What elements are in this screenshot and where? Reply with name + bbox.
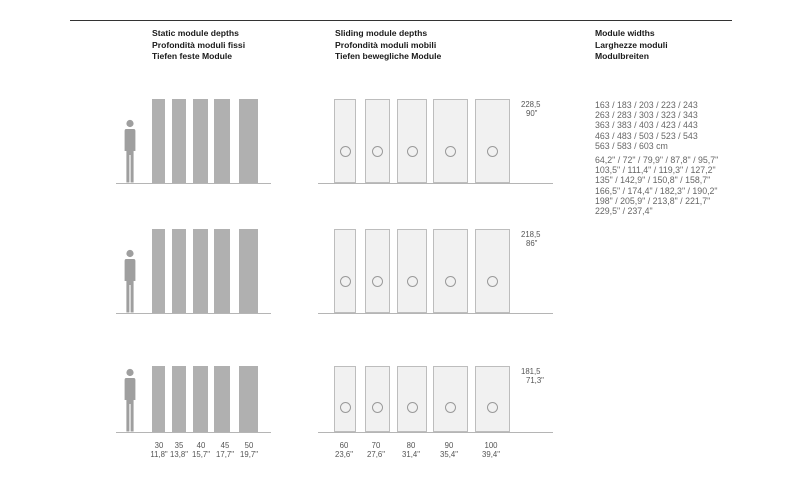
sliding-module-door: [334, 99, 356, 183]
widths-cm-line: 263 / 283 / 303 / 323 / 343: [595, 110, 698, 121]
sliding-module-door: [365, 229, 390, 313]
sliding-module-door: [397, 99, 427, 183]
static-module-panel: [193, 99, 208, 183]
sliding-depth-label: 60 23,6": [335, 441, 353, 459]
sliding-module-door: [397, 366, 427, 432]
door-handle-icon: [339, 145, 351, 157]
widths-cm-line: 463 / 483 / 503 / 523 / 543: [595, 130, 698, 141]
sliding-module-door: [475, 99, 510, 183]
widths-cm-line: 163 / 183 / 203 / 223 / 243: [595, 100, 698, 110]
static-module-panel: [152, 366, 165, 432]
widths-in-line: 166,5" / 174,4" / 182,3" / 190,2": [595, 185, 718, 196]
door-handle-icon: [406, 145, 418, 157]
sliding-module-door: [475, 366, 510, 432]
static-module-panel: [214, 366, 230, 432]
static-module-panel: [214, 99, 230, 183]
sliding-depth-label: 100 39,4": [482, 441, 500, 459]
sliding-depth-label: 70 27,6": [367, 441, 385, 459]
top-divider: [70, 20, 732, 21]
sliding-module-door: [433, 229, 468, 313]
sliding-heading-en: Sliding module depths: [335, 28, 428, 38]
sliding-module-door: [433, 366, 468, 432]
floor-line: [116, 432, 271, 433]
door-handle-icon: [339, 275, 351, 287]
height-label: 218,5 86": [521, 230, 541, 248]
door-handle-icon: [339, 401, 351, 413]
sliding-module-door: [397, 229, 427, 313]
sliding-module-door: [475, 229, 510, 313]
static-heading-en: Static module depths: [152, 28, 239, 38]
static-module-panel: [193, 366, 208, 432]
sliding-depth-label: 90 35,4": [440, 441, 458, 459]
static-module-panel: [172, 229, 186, 313]
height-label: 181,5 71,3": [521, 367, 544, 385]
floor-line: [318, 432, 553, 433]
widths-in-line: 198" / 205,9" / 213,8" / 221,7": [595, 195, 711, 206]
door-handle-icon: [372, 145, 383, 157]
static-module-panel: [239, 229, 258, 313]
door-handle-icon: [406, 401, 418, 413]
widths-heading-de: Modulbreiten: [595, 51, 649, 61]
sliding-module-door: [334, 366, 356, 432]
static-depth-label: 50 19,7": [240, 441, 258, 459]
floor-line: [116, 313, 271, 314]
door-handle-icon: [487, 401, 498, 413]
static-module-panel: [152, 99, 165, 183]
widths-in-line: 135" / 142,9" / 150,8" / 158,7": [595, 175, 711, 186]
person-silhouette-icon: [124, 119, 136, 183]
person-silhouette-icon: [124, 249, 136, 313]
sliding-heading-it: Profondità moduli mobili: [335, 39, 437, 50]
static-module-panel: [152, 229, 165, 313]
static-depth-label: 40 15,7": [192, 441, 210, 459]
door-handle-icon: [445, 401, 456, 413]
door-handle-icon: [487, 145, 498, 157]
widths-in-line: 64,2" / 72" / 79,9" / 87,8" / 95,7": [595, 155, 719, 166]
widths-list: 163 / 183 / 203 / 223 / 243 263 / 283 / …: [595, 100, 718, 216]
widths-heading-en: Module widths: [595, 28, 655, 38]
widths-in-line: 103,5" / 111,4" / 119,3" / 127,2": [595, 165, 716, 176]
widths-heading-it: Larghezze moduli: [595, 39, 668, 50]
widths-in-line: 229,5" / 237,4": [595, 206, 653, 217]
static-depth-label: 45 17,7": [216, 441, 234, 459]
widths-cm-line: 563 / 583 / 603 cm: [595, 140, 668, 151]
static-module-panel: [239, 366, 258, 432]
person-silhouette-icon: [124, 368, 136, 432]
door-handle-icon: [372, 275, 383, 287]
static-heading-it: Profondità moduli fissi: [152, 39, 246, 50]
door-handle-icon: [445, 275, 456, 287]
static-module-panel: [239, 99, 258, 183]
sliding-module-door: [334, 229, 356, 313]
static-module-panel: [214, 229, 230, 313]
sliding-module-door: [365, 366, 390, 432]
door-handle-icon: [445, 145, 456, 157]
static-module-panel: [172, 366, 186, 432]
sliding-heading-de: Tiefen bewegliche Module: [335, 51, 442, 61]
floor-line: [318, 183, 553, 184]
sliding-depth-label: 80 31,4": [402, 441, 420, 459]
widths-heading: Module widths Larghezze moduli Modulbrei…: [595, 28, 668, 63]
height-label: 228,5 90": [521, 100, 541, 118]
static-depth-label: 30 11,8": [150, 441, 168, 459]
static-depths-heading: Static module depths Profondità moduli f…: [152, 28, 245, 63]
static-module-panel: [172, 99, 186, 183]
static-module-panel: [193, 229, 208, 313]
door-handle-icon: [406, 275, 418, 287]
static-depth-label: 35 13,8": [170, 441, 188, 459]
widths-cm-line: 363 / 383 / 403 / 423 / 443: [595, 120, 698, 131]
sliding-module-door: [365, 99, 390, 183]
door-handle-icon: [372, 401, 383, 413]
sliding-module-door: [433, 99, 468, 183]
static-heading-de: Tiefen feste Module: [152, 51, 233, 61]
sliding-depths-heading: Sliding module depths Profondità moduli …: [335, 28, 441, 63]
floor-line: [116, 183, 271, 184]
door-handle-icon: [487, 275, 498, 287]
floor-line: [318, 313, 553, 314]
